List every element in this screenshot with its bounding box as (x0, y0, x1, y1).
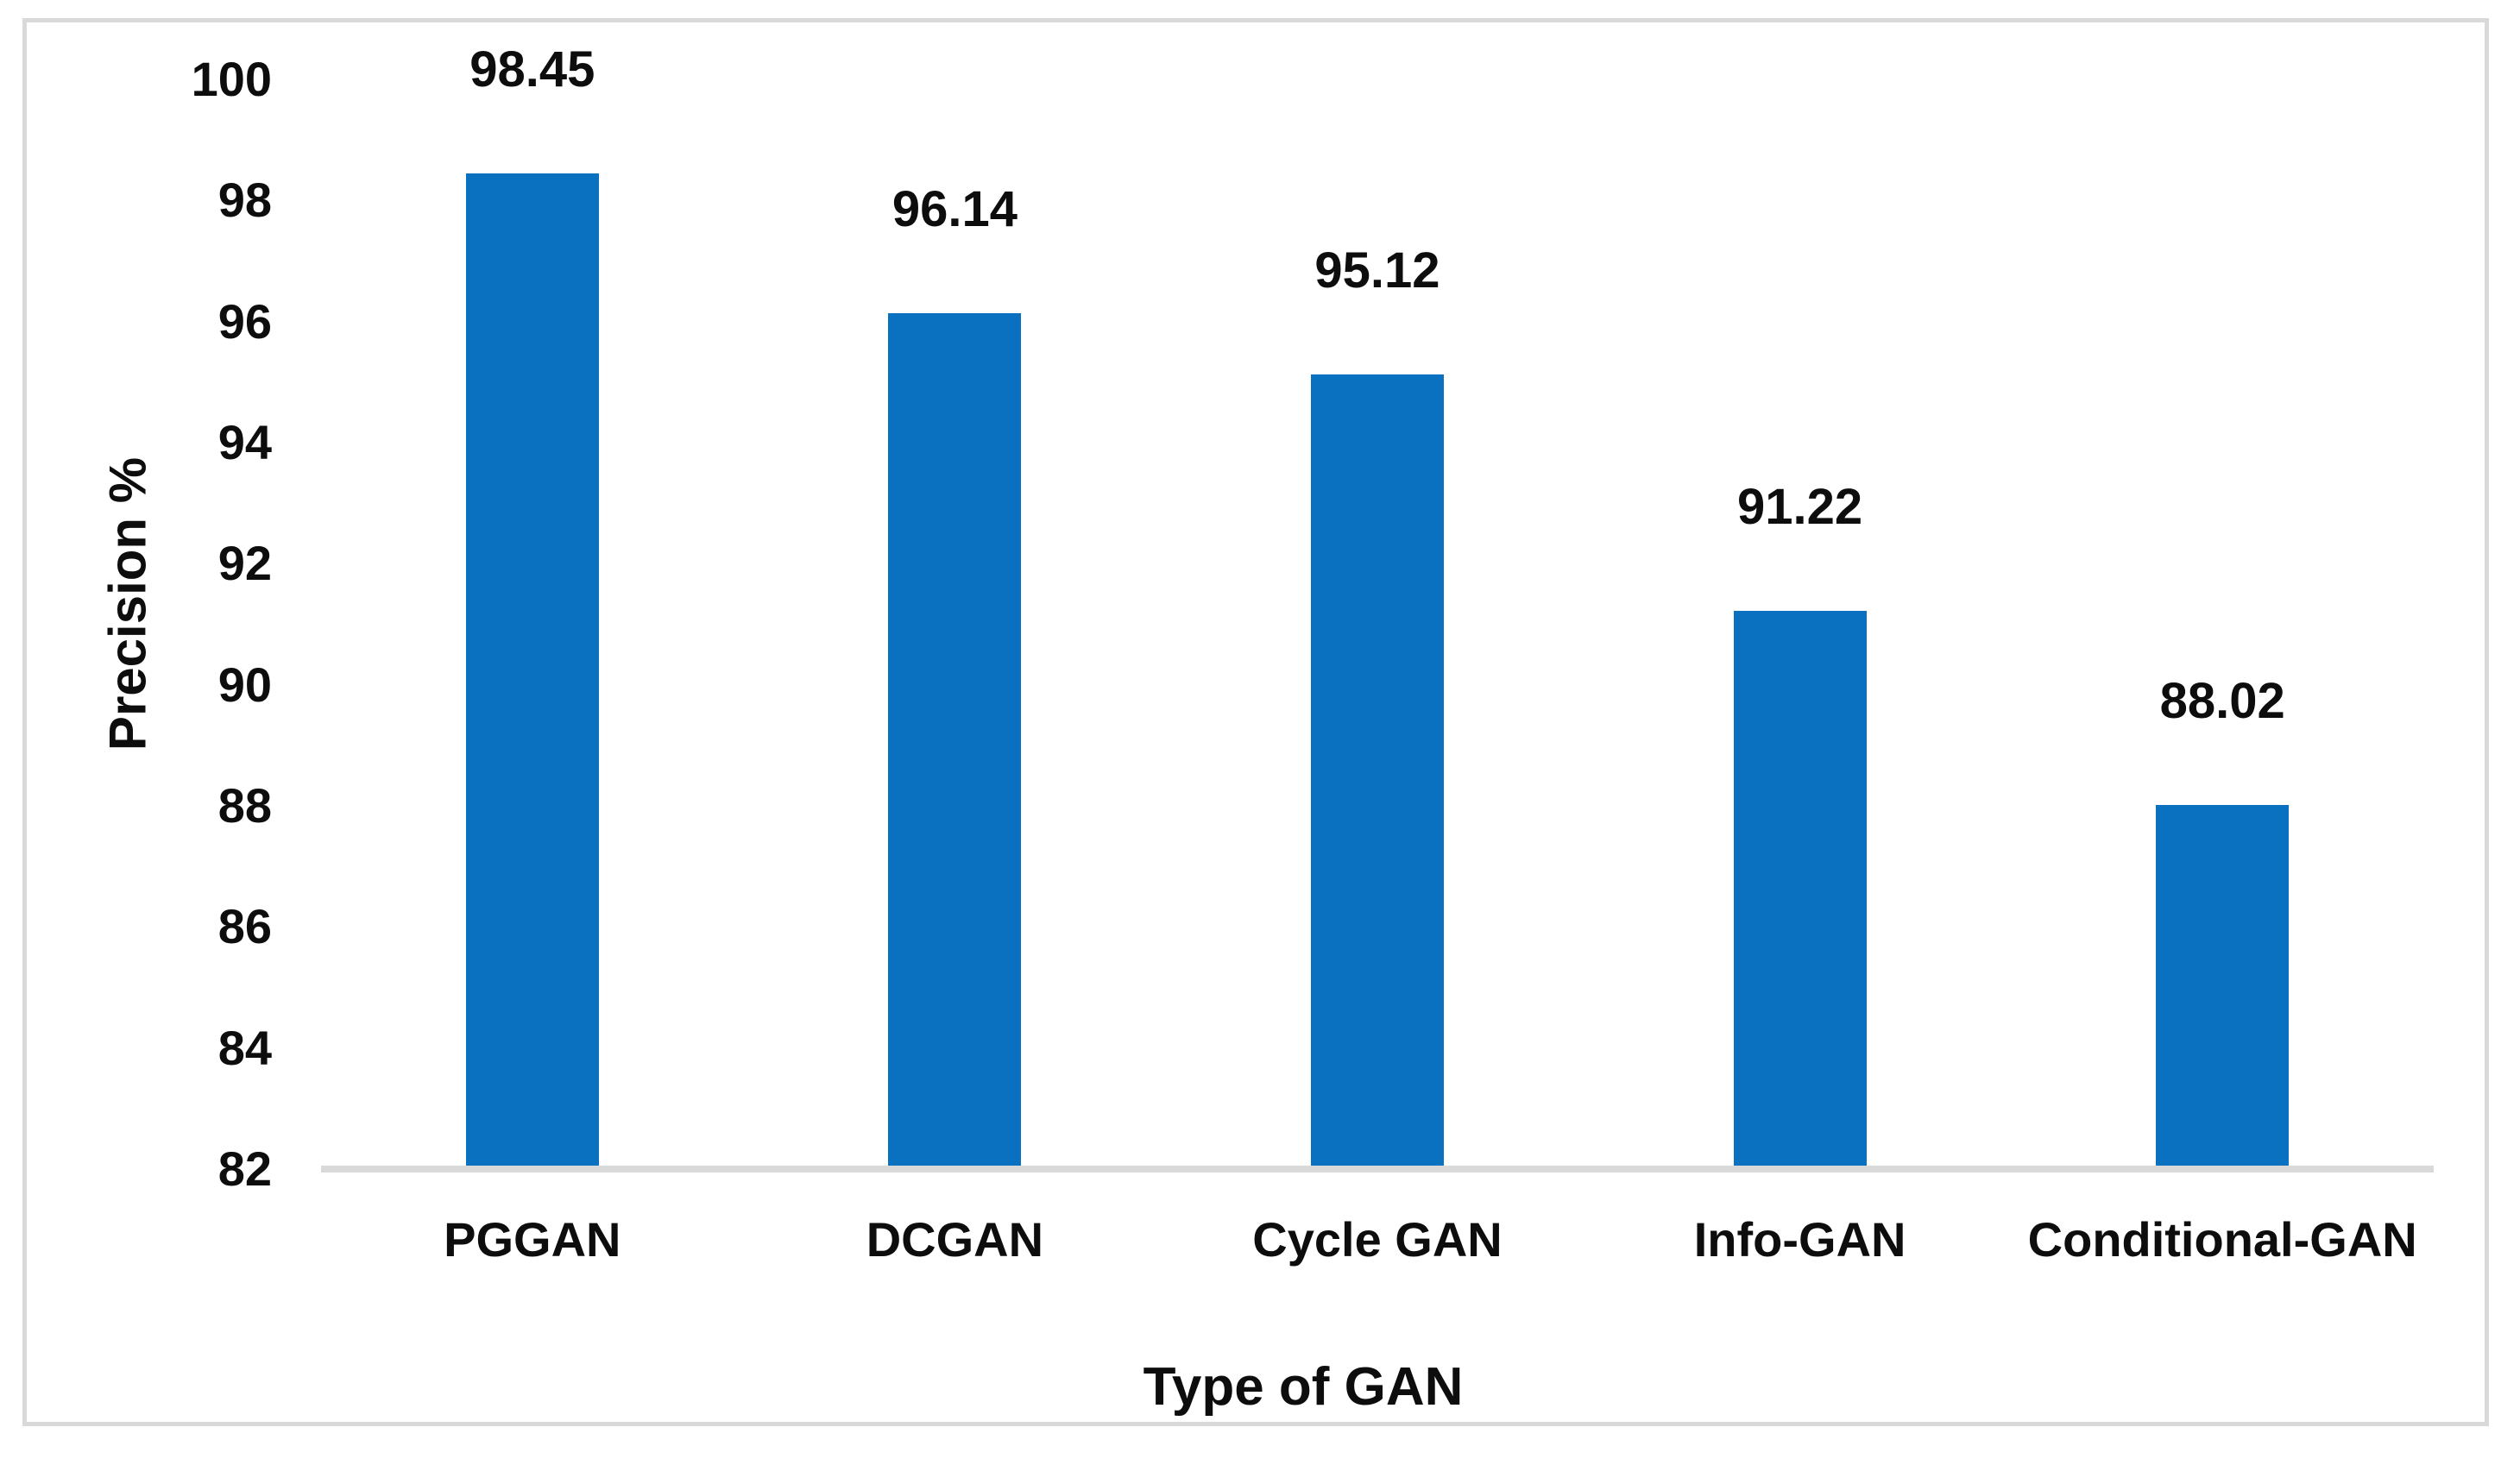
x-tick-label-info-gan: Info-GAN (1693, 1212, 1906, 1267)
bar-value-label: 88.02 (2159, 672, 2285, 729)
bar-info-gan (1733, 611, 1867, 1166)
x-tick-label-pggan: PGGAN (444, 1212, 621, 1267)
y-tick-label: 98 (217, 173, 272, 228)
bar-dcgan (888, 312, 1022, 1166)
y-tick-label: 82 (217, 1141, 272, 1196)
bar-value-label: 95.12 (1314, 242, 1440, 299)
y-tick-label: 90 (217, 657, 272, 712)
y-tick-label: 92 (217, 536, 272, 591)
bar-pggan (465, 173, 599, 1166)
x-tick-label-cycle-gan: Cycle GAN (1252, 1212, 1503, 1267)
x-tick-label-conditional-gan: Conditional-GAN (2027, 1212, 2417, 1267)
y-tick-label: 84 (217, 1020, 272, 1075)
bar-value-label: 98.45 (469, 41, 595, 97)
y-tick-label: 100 (191, 52, 272, 106)
y-tick-label: 86 (217, 899, 272, 954)
y-tick-label: 96 (217, 293, 272, 349)
x-axis-line (321, 1166, 2434, 1173)
x-axis-title: Type of GAN (1143, 1357, 1464, 1417)
bar-conditional-gan (2156, 804, 2290, 1166)
figure-border (22, 18, 2489, 1426)
bar-cycle-gan (1311, 374, 1444, 1166)
y-tick-label: 88 (217, 778, 272, 833)
bar-value-label: 96.14 (891, 180, 1017, 237)
y-tick-label: 94 (217, 415, 272, 469)
bar-value-label: 91.22 (1737, 479, 1863, 536)
x-tick-label-dcgan: DCGAN (866, 1212, 1044, 1267)
